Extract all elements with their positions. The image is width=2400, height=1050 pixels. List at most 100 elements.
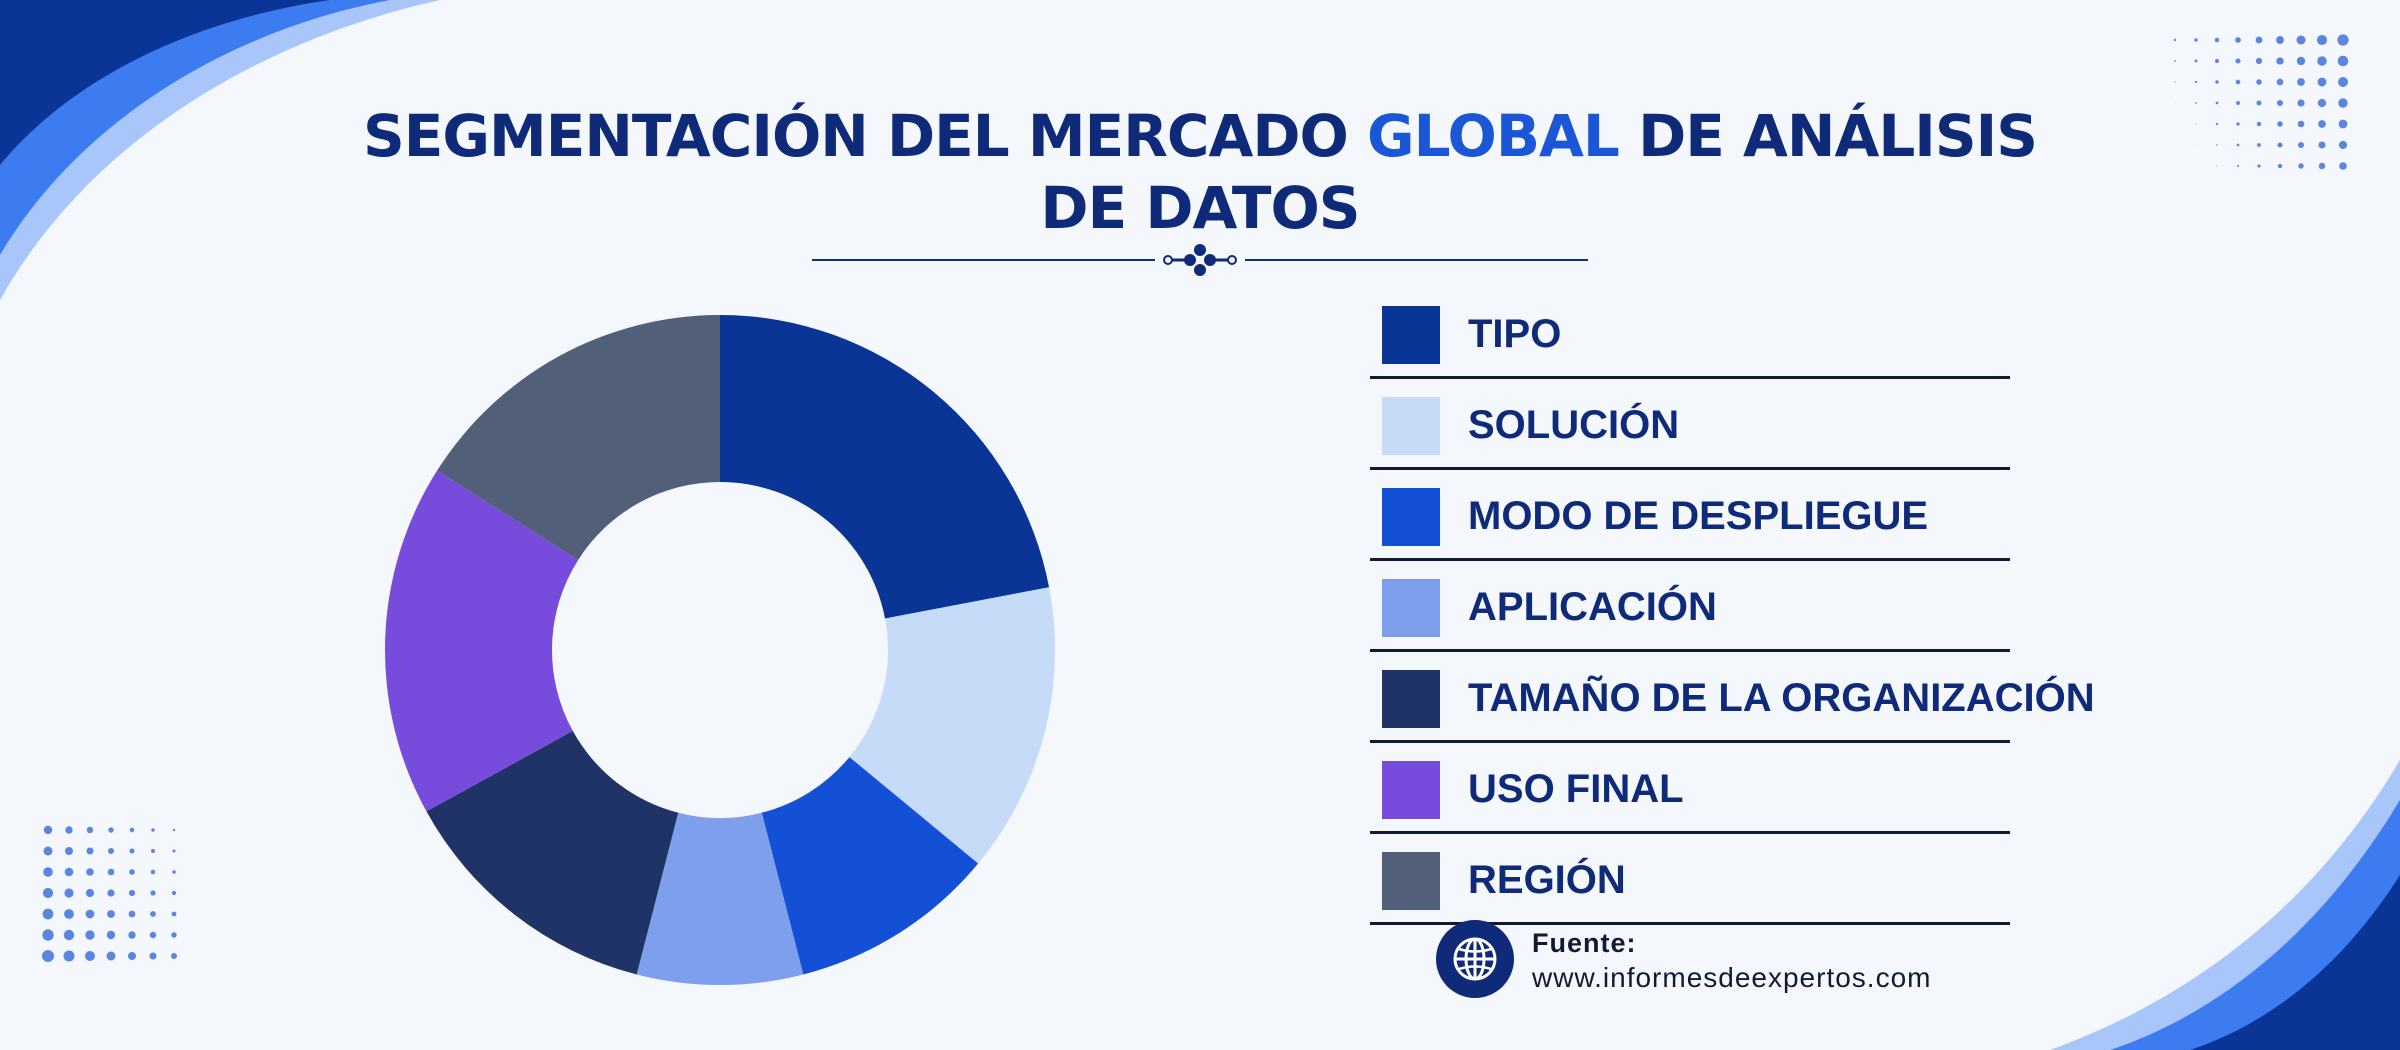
decor-dot: [2235, 58, 2241, 64]
decor-dot: [172, 828, 176, 832]
decor-dot: [2174, 81, 2176, 83]
legend-label: REGIÓN: [1468, 858, 1626, 902]
legend-label: APLICACIÓN: [1468, 585, 1717, 629]
decor-dot: [85, 909, 95, 919]
decor-dot: [2276, 99, 2284, 107]
decor-dot: [2235, 37, 2241, 43]
decor-dot: [128, 889, 136, 897]
decor-dot: [2255, 57, 2263, 65]
decor-dot: [2317, 77, 2327, 87]
decor-dot: [107, 889, 115, 897]
decor-dot: [108, 827, 114, 833]
decor-dot: [2317, 56, 2327, 66]
title-part2: DE ANÁLISIS: [1618, 102, 2038, 170]
decor-dot: [128, 952, 136, 960]
decor-dot: [42, 929, 54, 941]
decor-dot: [172, 849, 176, 853]
legend-swatch: [1382, 761, 1440, 819]
decor-dot: [43, 825, 53, 835]
decor-dot: [2338, 77, 2348, 87]
decor-dot: [2297, 120, 2305, 128]
decor-dot: [2339, 162, 2347, 170]
decor-dot: [86, 847, 94, 855]
decor-dot: [171, 953, 177, 959]
ornamental-divider: [812, 244, 1588, 276]
decor-dot: [2195, 102, 2197, 104]
decor-dot: [149, 931, 157, 939]
decor-dot: [64, 909, 74, 919]
legend-item: SOLUCIÓN: [1370, 379, 2010, 470]
decor-dot: [2174, 60, 2176, 62]
decor-dot: [2298, 142, 2304, 148]
legend-label: SOLUCIÓN: [1468, 403, 1680, 447]
decor-dot: [2337, 34, 2349, 46]
decor-dot: [128, 910, 136, 918]
decor-dot: [2215, 80, 2219, 84]
legend-label: USO FINAL: [1468, 767, 1684, 811]
decor-dot: [2255, 36, 2263, 44]
decor-dot: [63, 929, 75, 941]
decor-dot: [64, 867, 74, 877]
decor-dot: [2318, 141, 2326, 149]
decor-dot: [2216, 144, 2218, 146]
decor-dot: [2236, 122, 2240, 126]
decor-dot: [2174, 102, 2176, 104]
decor-dot: [2215, 122, 2219, 126]
decor-dot: [86, 826, 94, 834]
donut-slice-2: [761, 757, 979, 975]
title-highlight: GLOBAL: [1367, 102, 1620, 170]
decor-dot: [128, 931, 136, 939]
legend-item: MODO DE DESPLIEGUE: [1370, 470, 2010, 561]
donut-chart: [385, 315, 1055, 986]
decor-dot: [2215, 101, 2219, 105]
decor-dot: [172, 870, 176, 874]
decor-dot: [2236, 101, 2240, 105]
decor-dot: [2276, 36, 2284, 44]
decor-dot: [2317, 98, 2327, 108]
decor-dot: [2256, 79, 2262, 85]
decor-dot: [43, 846, 53, 856]
source-label: Fuente:: [1532, 928, 1637, 958]
donut-slice-0: [720, 315, 1050, 619]
globe-icon: [1436, 920, 1514, 998]
legend-item: APLICACIÓN: [1370, 561, 2010, 652]
legend-label: TAMAÑO DE LA ORGANIZACIÓN: [1468, 676, 2095, 720]
legend-swatch: [1382, 397, 1440, 455]
decor-dot: [108, 848, 114, 854]
decor-dot: [2195, 123, 2197, 125]
legend-item: USO FINAL: [1370, 743, 2010, 834]
decor-dot: [107, 910, 115, 918]
decor-dot: [2195, 144, 2197, 146]
decor-dot: [85, 951, 95, 961]
decor-dot: [171, 911, 177, 917]
decor-dot: [2297, 78, 2305, 86]
legend-swatch: [1382, 579, 1440, 637]
decor-dot: [149, 952, 157, 960]
decor-dot: [2256, 121, 2262, 127]
chart-legend: TIPO SOLUCIÓN MODO DE DESPLIEGUE APLICACIÓN…: [1370, 288, 2095, 925]
donut-slice-1: [849, 587, 1055, 864]
decor-dot: [2316, 34, 2328, 46]
decor-dot: [2277, 142, 2283, 148]
chart-title: SEGMENTACIÓN DEL MERCADO GLOBAL DE ANÁLI…: [330, 100, 2070, 244]
decor-dot: [2338, 98, 2348, 108]
decor-dot: [2257, 143, 2261, 147]
decor-dot: [129, 827, 135, 833]
decor-dot: [151, 828, 155, 832]
decor-dot: [2338, 119, 2348, 129]
donut-slice-5: [385, 470, 579, 812]
decor-dot: [2257, 164, 2261, 168]
legend-swatch: [1382, 670, 1440, 728]
decor-dot: [106, 930, 116, 940]
title-part1: SEGMENTACIÓN DEL MERCADO: [362, 102, 1368, 170]
decor-dot: [2235, 79, 2241, 85]
decor-dot: [2216, 165, 2218, 167]
decor-dot: [2194, 38, 2198, 42]
decor-dot: [2194, 59, 2198, 63]
bottom-right-wave-dark: [2190, 875, 2400, 1050]
decor-dot: [43, 867, 53, 877]
decor-dot: [2296, 35, 2306, 45]
decor-dot: [129, 869, 135, 875]
decor-dot: [2256, 100, 2262, 106]
legend-label: MODO DE DESPLIEGUE: [1468, 494, 1929, 538]
